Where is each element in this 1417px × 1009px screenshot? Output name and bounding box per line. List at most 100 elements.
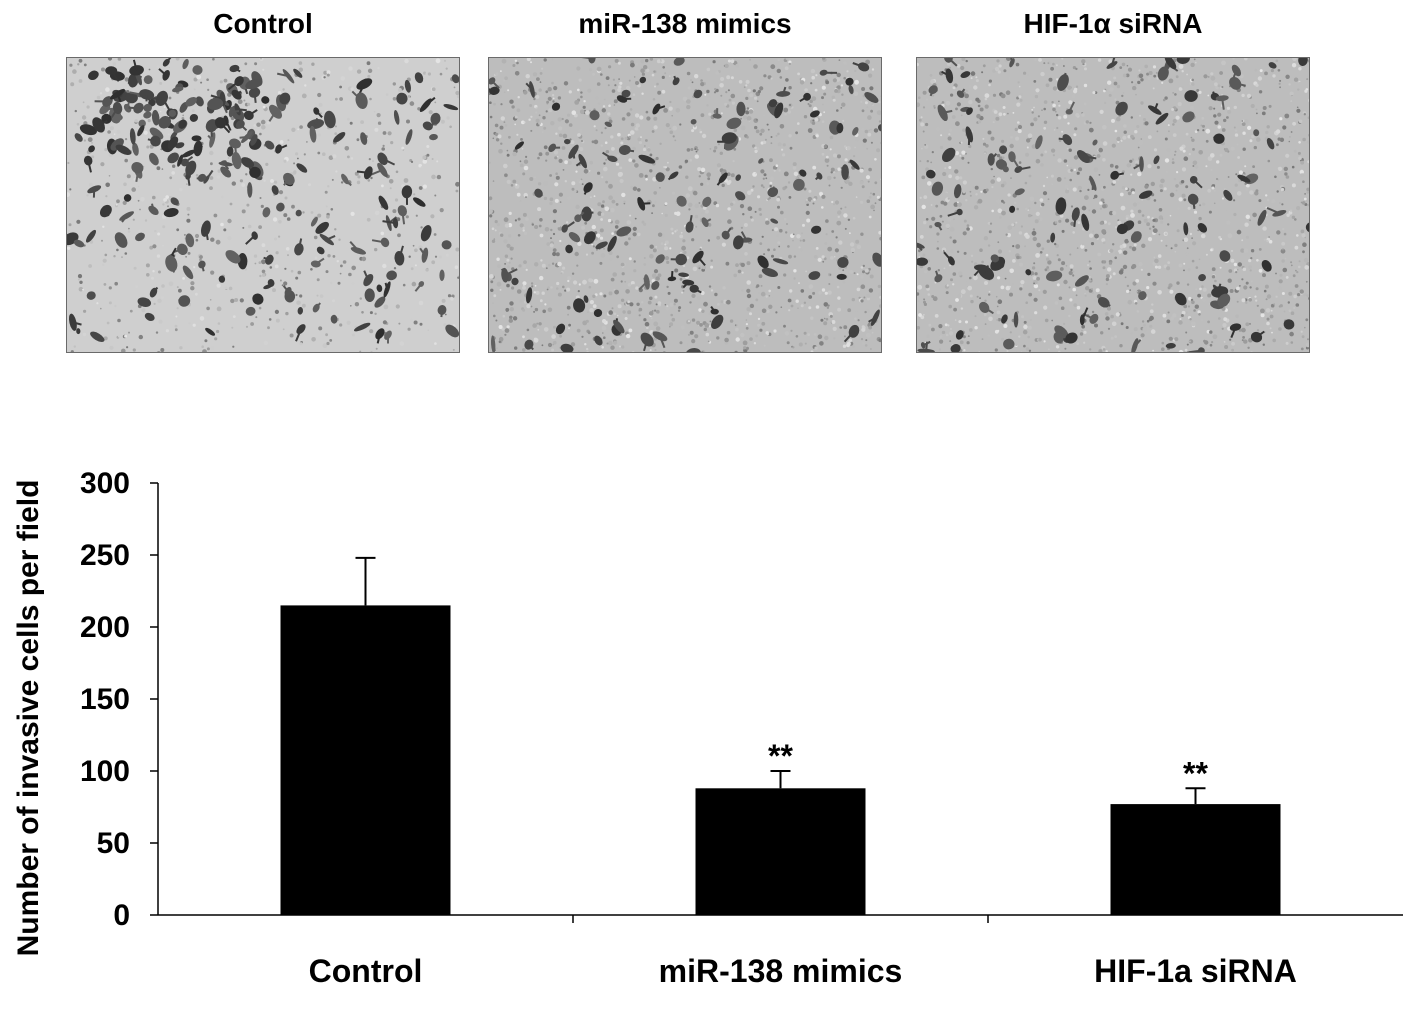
stained-cell — [583, 231, 596, 245]
stained-cell — [354, 322, 371, 332]
cell-process — [440, 309, 443, 318]
cell-process — [235, 90, 242, 96]
stained-cell — [667, 276, 677, 282]
stained-cell — [676, 195, 687, 207]
micrograph-control — [66, 57, 460, 353]
stained-cell — [836, 273, 847, 280]
cell-process — [917, 244, 923, 252]
stained-cell — [115, 144, 132, 155]
stained-cell — [529, 81, 535, 98]
stained-cell — [88, 145, 95, 153]
cell-process — [941, 70, 950, 77]
y-tick-label: 200 — [80, 611, 130, 644]
cell-process — [158, 68, 167, 77]
cell-process — [638, 281, 648, 291]
cell-process — [572, 151, 576, 159]
stained-cell — [848, 85, 854, 95]
cell-process — [937, 224, 943, 231]
stained-cell — [701, 217, 709, 228]
cell-process — [276, 72, 289, 78]
stained-cell — [135, 232, 145, 242]
cell-process — [384, 282, 389, 290]
cell-process — [248, 109, 258, 117]
cell-process — [351, 90, 363, 102]
cell-process — [401, 210, 406, 225]
cell-process — [492, 344, 496, 352]
cell-process — [376, 333, 381, 344]
stained-cell — [852, 127, 859, 136]
cell-process — [219, 122, 231, 134]
stained-cell — [735, 191, 746, 201]
cell-process — [197, 145, 203, 150]
stained-cell — [316, 246, 325, 255]
cell-process — [656, 105, 666, 110]
stained-cell — [119, 211, 134, 221]
stained-cell — [675, 253, 687, 266]
cell-process — [1073, 214, 1077, 228]
stained-cell — [793, 178, 805, 191]
stained-cell — [79, 124, 97, 136]
stained-cell — [376, 284, 383, 293]
stained-cell — [73, 239, 85, 248]
stained-cell — [1305, 222, 1309, 233]
stained-cell — [928, 85, 938, 95]
cell-process — [943, 251, 953, 262]
stained-cell — [768, 99, 778, 108]
stained-cell — [125, 92, 138, 104]
cell-process — [184, 156, 194, 164]
stained-cell — [616, 226, 632, 237]
chart-bars: ** ** — [280, 556, 1281, 915]
stained-cell — [761, 267, 778, 278]
stained-cell — [189, 113, 199, 122]
cell-process — [110, 107, 119, 118]
cell-process — [852, 62, 864, 68]
stained-cell — [950, 344, 961, 352]
stained-cell — [942, 147, 956, 163]
stained-cell — [1009, 205, 1016, 213]
stained-cell — [685, 221, 694, 233]
stained-cell — [261, 96, 270, 104]
stained-cell — [618, 145, 631, 155]
stained-cell — [534, 188, 543, 198]
cell-process — [1010, 58, 1013, 63]
stained-cell — [192, 65, 203, 75]
cell-process — [419, 247, 426, 256]
stained-cell — [443, 104, 459, 111]
cell-process — [121, 215, 128, 223]
stained-cell — [772, 258, 789, 265]
stained-cell — [250, 134, 258, 146]
cell-process — [126, 101, 130, 109]
cell-process — [245, 234, 256, 245]
cell-process — [165, 58, 172, 64]
stained-cell — [76, 328, 81, 335]
stained-cell — [1298, 58, 1308, 66]
cell-process — [207, 134, 214, 141]
y-tick-label: 300 — [80, 467, 130, 500]
stained-cell — [178, 119, 187, 129]
cell-process — [1232, 70, 1238, 78]
stained-cell — [757, 255, 769, 269]
stained-cell — [956, 208, 963, 216]
cell-process — [1111, 58, 1116, 66]
stained-cell — [137, 125, 145, 137]
stained-cell — [86, 291, 96, 300]
stained-cell — [573, 298, 586, 313]
stained-cell — [1257, 209, 1267, 226]
stained-cell — [229, 138, 241, 149]
x-category-label: HIF-1a siRNA — [1094, 953, 1297, 989]
stained-cell — [1237, 174, 1251, 183]
cell-process — [1114, 172, 1125, 177]
stained-cell — [1053, 331, 1064, 344]
stained-cell — [105, 66, 118, 75]
cell-process — [575, 160, 584, 167]
stained-cell — [808, 271, 821, 280]
cell-process — [586, 211, 594, 215]
stained-cell — [685, 348, 702, 352]
stained-cell — [269, 104, 282, 119]
stained-cell — [990, 254, 1000, 263]
micrograph-mir138-mimics — [488, 57, 882, 353]
cell-process — [315, 302, 321, 309]
stained-cell — [185, 233, 195, 248]
cell-process — [425, 96, 436, 106]
stained-cell — [374, 296, 386, 308]
